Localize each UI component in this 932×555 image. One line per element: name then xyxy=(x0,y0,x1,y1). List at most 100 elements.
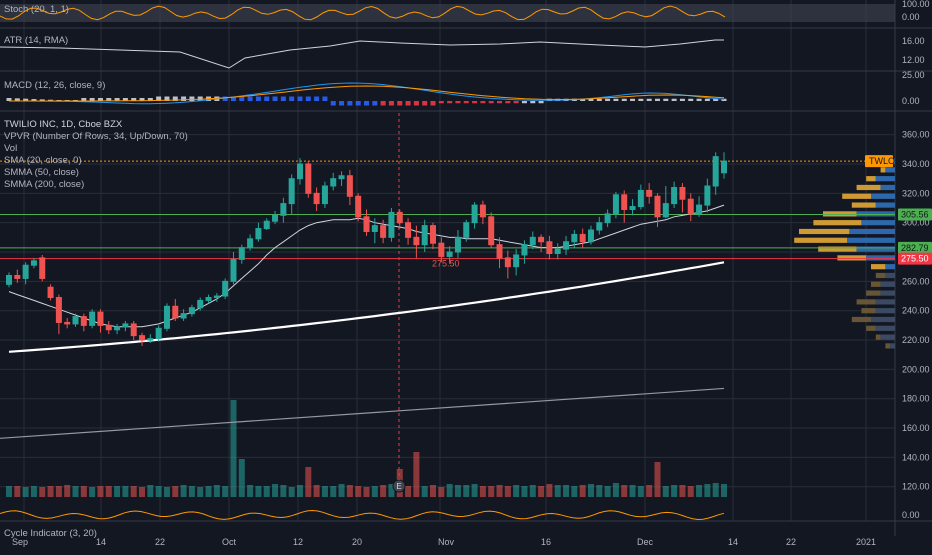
horizontal-levels[interactable] xyxy=(0,160,895,260)
vpvr-profile xyxy=(794,158,895,349)
vpvr-down-bar xyxy=(851,316,871,323)
candle-body xyxy=(430,225,437,244)
candle-body xyxy=(280,203,287,216)
time-tick-label: Sep xyxy=(12,537,28,547)
level-price-tag: 282.79 xyxy=(898,241,932,254)
candle-body xyxy=(554,248,561,254)
candle-body xyxy=(446,251,453,257)
candle-body xyxy=(139,335,146,341)
candle xyxy=(513,249,520,276)
vpvr-down-bar xyxy=(823,211,857,217)
candle-body xyxy=(371,225,378,232)
volume-bar xyxy=(529,485,536,497)
volume-bar xyxy=(355,486,362,497)
volume-bar xyxy=(247,485,254,497)
candle xyxy=(654,193,661,228)
macd-histogram-bar xyxy=(297,96,303,101)
volume-bar xyxy=(238,459,245,497)
candle-body xyxy=(612,194,619,215)
time-tick-label: 14 xyxy=(96,537,106,547)
volume-bar xyxy=(30,486,37,497)
macd-histogram-bar xyxy=(247,96,253,101)
subpane-tick-label: 0.00 xyxy=(902,510,920,520)
candle-body xyxy=(687,198,694,215)
candle xyxy=(454,230,461,258)
macd-histogram-bar xyxy=(704,98,710,101)
candle xyxy=(72,313,79,327)
macd-histogram-bar xyxy=(621,98,627,101)
candle-body xyxy=(380,225,387,238)
candle xyxy=(571,230,578,248)
volume-bar xyxy=(380,485,387,497)
candle xyxy=(163,303,170,332)
macd-histogram-bar xyxy=(255,96,261,101)
volume-bar xyxy=(338,484,345,497)
macd-histogram-bar xyxy=(372,101,378,106)
candle-body xyxy=(147,338,154,341)
volume-bar xyxy=(371,486,378,497)
overlay-vol-label: Vol xyxy=(4,143,18,154)
atr-label: ATR (14, RMA) xyxy=(4,35,69,46)
volume-bar xyxy=(488,486,495,497)
time-axis[interactable]: Sep 14 22 Oct 12 20 Nov 16 Dec 14 22 2021 xyxy=(12,537,876,547)
candle xyxy=(355,193,362,222)
candle xyxy=(405,218,412,245)
candle-body xyxy=(388,211,395,238)
stoch-label: Stoch (20, 1, 1) xyxy=(4,4,69,15)
macd-histogram-bar xyxy=(413,101,419,106)
candle xyxy=(155,325,162,342)
candle xyxy=(538,234,545,253)
candle-body xyxy=(230,258,237,282)
level-price-tag: 275.50 xyxy=(898,252,932,265)
price-axis[interactable]: 360.00340.00320.00300.00280.00260.00240.… xyxy=(865,0,932,520)
candle xyxy=(172,298,179,321)
candle-body xyxy=(513,254,520,268)
low-annotation: 275.50 xyxy=(432,259,460,269)
macd-histogram-bar xyxy=(347,101,353,106)
candle xyxy=(380,219,387,244)
volume-bar xyxy=(14,486,21,497)
candle-body xyxy=(662,203,669,218)
candle xyxy=(255,222,262,242)
candle-body xyxy=(172,305,179,319)
price-tick-label: 320.00 xyxy=(902,188,930,198)
macd-histogram-bar xyxy=(679,98,685,101)
macd-histogram-bar xyxy=(463,101,469,104)
macd-histogram-bar xyxy=(314,96,320,101)
volume-bar xyxy=(346,485,353,497)
candle xyxy=(596,216,603,235)
candle xyxy=(463,219,470,242)
volume-bar xyxy=(654,462,661,497)
volume-bar xyxy=(288,487,295,497)
volume-bar xyxy=(629,485,636,497)
candle-body xyxy=(696,204,703,215)
volume-bar xyxy=(122,486,129,497)
macd-histogram-bar xyxy=(688,98,694,101)
volume-bar xyxy=(554,485,561,497)
volume-bar xyxy=(479,486,486,497)
macd-histogram-bar xyxy=(713,98,719,101)
cycle-pane xyxy=(0,509,725,521)
volume-bar xyxy=(596,485,603,497)
price-tick-label: 300.00 xyxy=(902,218,930,228)
candle-body xyxy=(247,238,254,249)
candle-body xyxy=(438,242,445,257)
macd-histogram-bar xyxy=(613,98,619,101)
volume-bar xyxy=(321,486,328,497)
subpane-tick-label: 100.00 xyxy=(902,0,930,9)
candle xyxy=(704,178,711,213)
macd-histogram-bar xyxy=(147,98,153,101)
time-tick-label: 14 xyxy=(728,537,738,547)
candle xyxy=(479,200,486,225)
candle xyxy=(346,169,353,206)
volume-bar xyxy=(579,485,586,497)
candle xyxy=(30,257,37,269)
volume-bar xyxy=(671,485,678,497)
candle-body xyxy=(72,316,79,325)
candlesticks[interactable]: 275.50 xyxy=(6,152,727,346)
vpvr-up-bar xyxy=(880,184,895,191)
candle-body xyxy=(305,163,312,194)
candle xyxy=(629,199,636,216)
